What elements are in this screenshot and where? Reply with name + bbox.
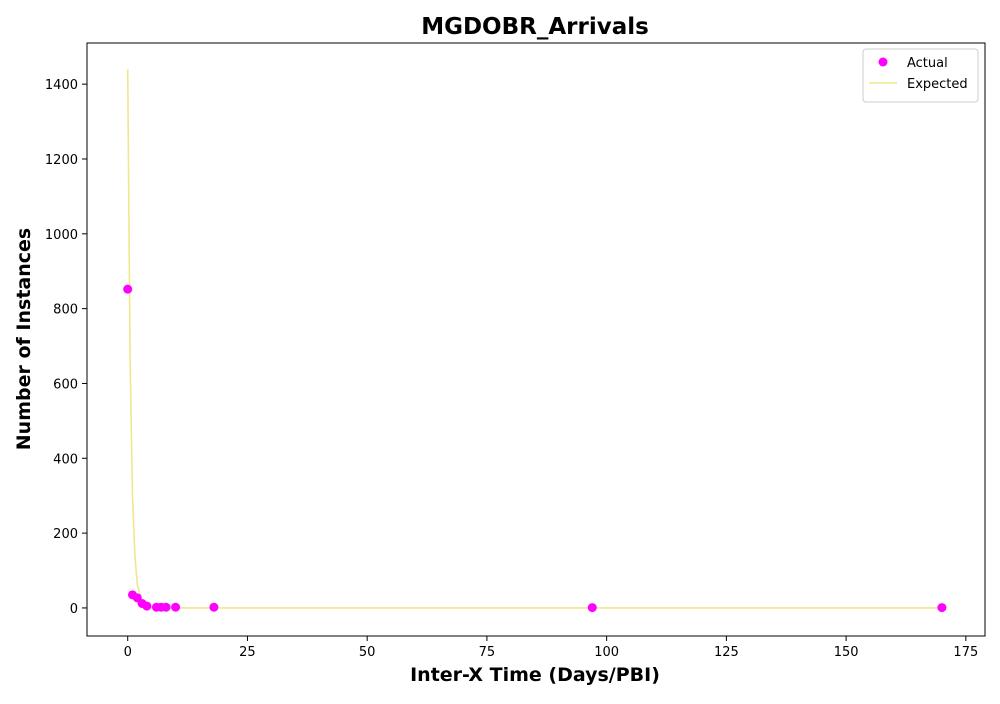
legend-actual-marker bbox=[878, 57, 888, 67]
actual-point bbox=[587, 603, 597, 613]
actual-point bbox=[142, 601, 152, 611]
legend-label: Actual bbox=[907, 56, 948, 71]
y-tick-label: 1400 bbox=[45, 78, 78, 93]
actual-point bbox=[171, 602, 181, 612]
x-tick-label: 0 bbox=[124, 645, 132, 660]
x-tick-label: 175 bbox=[953, 645, 978, 660]
actual-point bbox=[161, 602, 171, 612]
x-tick-label: 125 bbox=[714, 645, 739, 660]
x-tick-label: 100 bbox=[594, 645, 619, 660]
legend-box bbox=[862, 48, 979, 103]
legend-label: Expected bbox=[907, 77, 968, 92]
legend: Actual Expected bbox=[862, 48, 979, 103]
y-tick-label: 800 bbox=[53, 303, 78, 318]
actual-point bbox=[123, 284, 133, 294]
y-tick-label: 200 bbox=[53, 527, 78, 542]
chart-title: MGDOBR_Arrivals bbox=[421, 14, 649, 40]
actual-point bbox=[937, 603, 947, 613]
x-tick-label: 50 bbox=[359, 645, 376, 660]
y-tick-label: 600 bbox=[53, 377, 78, 392]
y-tick-label: 1000 bbox=[45, 228, 78, 243]
x-tick-label: 75 bbox=[479, 645, 496, 660]
x-axis-label: Inter-X Time (Days/PBI) bbox=[410, 664, 660, 686]
y-tick-label: 400 bbox=[53, 452, 78, 467]
y-axis-label: Number of Instances bbox=[13, 228, 35, 450]
x-tick-label: 150 bbox=[834, 645, 859, 660]
plot-area: 0 25 50 75 100 125 150 175 0 200 400 600 800 1000 1200… bbox=[45, 42, 986, 660]
plot-frame bbox=[86, 42, 986, 637]
y-tick-label: 1200 bbox=[45, 153, 78, 168]
actual-point bbox=[209, 602, 219, 612]
x-tick-label: 25 bbox=[239, 645, 256, 660]
expected-line bbox=[126, 69, 942, 609]
y-tick-label: 0 bbox=[70, 602, 78, 617]
